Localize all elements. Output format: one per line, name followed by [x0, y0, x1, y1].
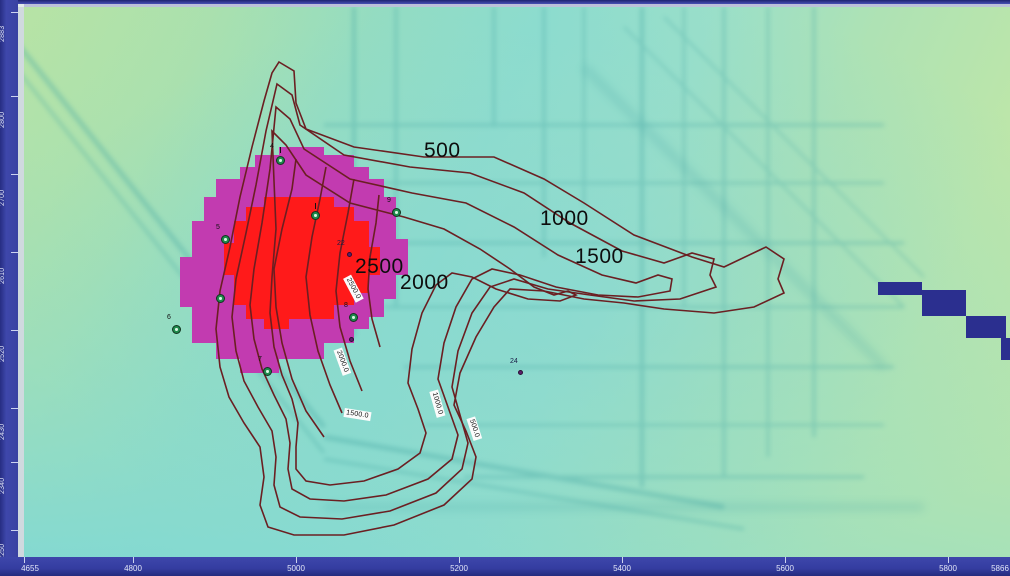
- x-tick-label-5000: 5000: [287, 564, 305, 573]
- x-tick-label-5800: 5800: [939, 564, 957, 573]
- marker-24[interactable]: [518, 370, 523, 375]
- well-marker-6[interactable]: [172, 325, 181, 334]
- x-tick-label-5866: 5866: [991, 564, 1009, 573]
- map-inner-left-gutter: [18, 4, 24, 557]
- marker-label-24: 24: [510, 358, 518, 365]
- x-tick-label-5200: 5200: [450, 564, 468, 573]
- map-inner-top-gutter: [18, 4, 1010, 7]
- contour-label-1500: 1500: [575, 245, 624, 268]
- marker-label-22: 22: [337, 240, 345, 247]
- contour-label-2500: 2500: [355, 255, 404, 278]
- y-tick-label-2700: 2700: [0, 189, 6, 206]
- x-axis-bar[interactable]: 4655 4800 5000 5200 5400 5600 5800 5866: [0, 557, 1010, 576]
- map-svg: [24, 7, 1010, 557]
- well-label-7: 7: [258, 356, 262, 363]
- well-marker-8[interactable]: [349, 313, 358, 322]
- x-tick-label-5400: 5400: [613, 564, 631, 573]
- well-label-9: 9: [387, 197, 391, 204]
- well-tick: [315, 203, 316, 209]
- well-label-6: 6: [167, 314, 171, 321]
- well-marker-9[interactable]: [392, 208, 401, 217]
- x-tick-label-5600: 5600: [776, 564, 794, 573]
- well-tick: [280, 147, 281, 153]
- well-marker-5[interactable]: [221, 235, 230, 244]
- y-tick-label-2520: 2520: [0, 345, 6, 362]
- well-label-4: 4: [270, 143, 274, 150]
- y-tick-label-2800: 2800: [0, 111, 6, 128]
- contour-label-2000: 2000: [400, 271, 449, 294]
- well-marker-4[interactable]: [276, 156, 285, 165]
- map-canvas[interactable]: 500 1000 1500 2000 2500 2500.0 2000.0 15…: [24, 7, 1010, 557]
- well-label-8: 8: [344, 302, 348, 309]
- window-top-border: [0, 0, 1010, 4]
- well-label-5: 5: [216, 224, 220, 231]
- plume-zone-2500: [224, 197, 380, 329]
- x-tick-label-4655: 4655: [21, 564, 39, 573]
- marker-extra[interactable]: [349, 337, 354, 342]
- x-tick-label-4800: 4800: [124, 564, 142, 573]
- blue-blocks: [878, 282, 1010, 360]
- well-marker-10[interactable]: [311, 211, 320, 220]
- contour-lines: [215, 60, 786, 536]
- y-tick-label-2610: 2610: [0, 267, 6, 284]
- terrain-linework: [24, 7, 925, 531]
- well-marker-7[interactable]: [263, 367, 272, 376]
- y-axis-bar[interactable]: 2883 2800 2700 2610 2520 2430 2340 2250: [0, 0, 18, 576]
- contour-label-500: 500: [424, 139, 461, 162]
- y-tick-label-2340: 2340: [0, 477, 6, 494]
- contour-label-1000: 1000: [540, 207, 589, 230]
- well-marker-3[interactable]: [216, 294, 225, 303]
- y-tick-label-2883: 2883: [0, 25, 6, 42]
- y-tick-label-2430: 2430: [0, 423, 6, 440]
- marker-22[interactable]: [347, 252, 352, 257]
